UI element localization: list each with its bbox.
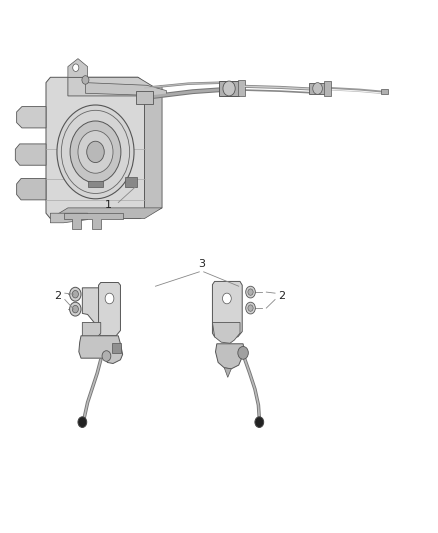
Polygon shape [215, 344, 244, 369]
Polygon shape [224, 368, 231, 377]
Circle shape [57, 105, 134, 199]
Circle shape [102, 351, 111, 361]
Bar [309, 83, 326, 94]
Circle shape [248, 289, 253, 295]
Text: 3: 3 [198, 259, 205, 269]
Polygon shape [99, 282, 120, 336]
Circle shape [223, 293, 231, 304]
Polygon shape [68, 59, 88, 77]
Bar [125, 177, 137, 187]
Circle shape [87, 141, 104, 163]
Text: 1: 1 [105, 200, 112, 210]
Polygon shape [79, 336, 123, 364]
Polygon shape [145, 83, 162, 216]
Circle shape [246, 302, 255, 314]
Text: 2: 2 [278, 292, 285, 301]
Circle shape [248, 305, 253, 311]
Circle shape [78, 131, 113, 173]
Circle shape [72, 290, 78, 298]
Circle shape [105, 293, 114, 304]
Circle shape [255, 417, 264, 427]
Polygon shape [212, 322, 240, 343]
Polygon shape [212, 281, 242, 337]
Polygon shape [82, 322, 101, 341]
Polygon shape [46, 77, 145, 219]
Bar [381, 89, 388, 94]
Circle shape [72, 305, 78, 313]
Polygon shape [82, 288, 115, 333]
Circle shape [313, 83, 322, 94]
Circle shape [78, 417, 87, 427]
Bar [112, 343, 121, 353]
Polygon shape [238, 80, 245, 96]
Circle shape [70, 302, 81, 316]
Polygon shape [88, 181, 103, 187]
Circle shape [73, 64, 79, 71]
Polygon shape [17, 179, 46, 200]
Polygon shape [68, 77, 155, 96]
Polygon shape [64, 213, 123, 229]
Circle shape [223, 81, 235, 96]
Circle shape [82, 76, 89, 84]
Polygon shape [324, 81, 331, 96]
Circle shape [70, 287, 81, 301]
Circle shape [238, 346, 248, 359]
Circle shape [246, 286, 255, 298]
Polygon shape [17, 107, 46, 128]
Bar [136, 91, 153, 104]
Polygon shape [15, 144, 46, 165]
Polygon shape [85, 83, 166, 96]
Polygon shape [50, 208, 162, 219]
Circle shape [70, 121, 121, 183]
Text: 2: 2 [54, 292, 61, 301]
Polygon shape [50, 213, 88, 223]
Bar [219, 81, 239, 96]
